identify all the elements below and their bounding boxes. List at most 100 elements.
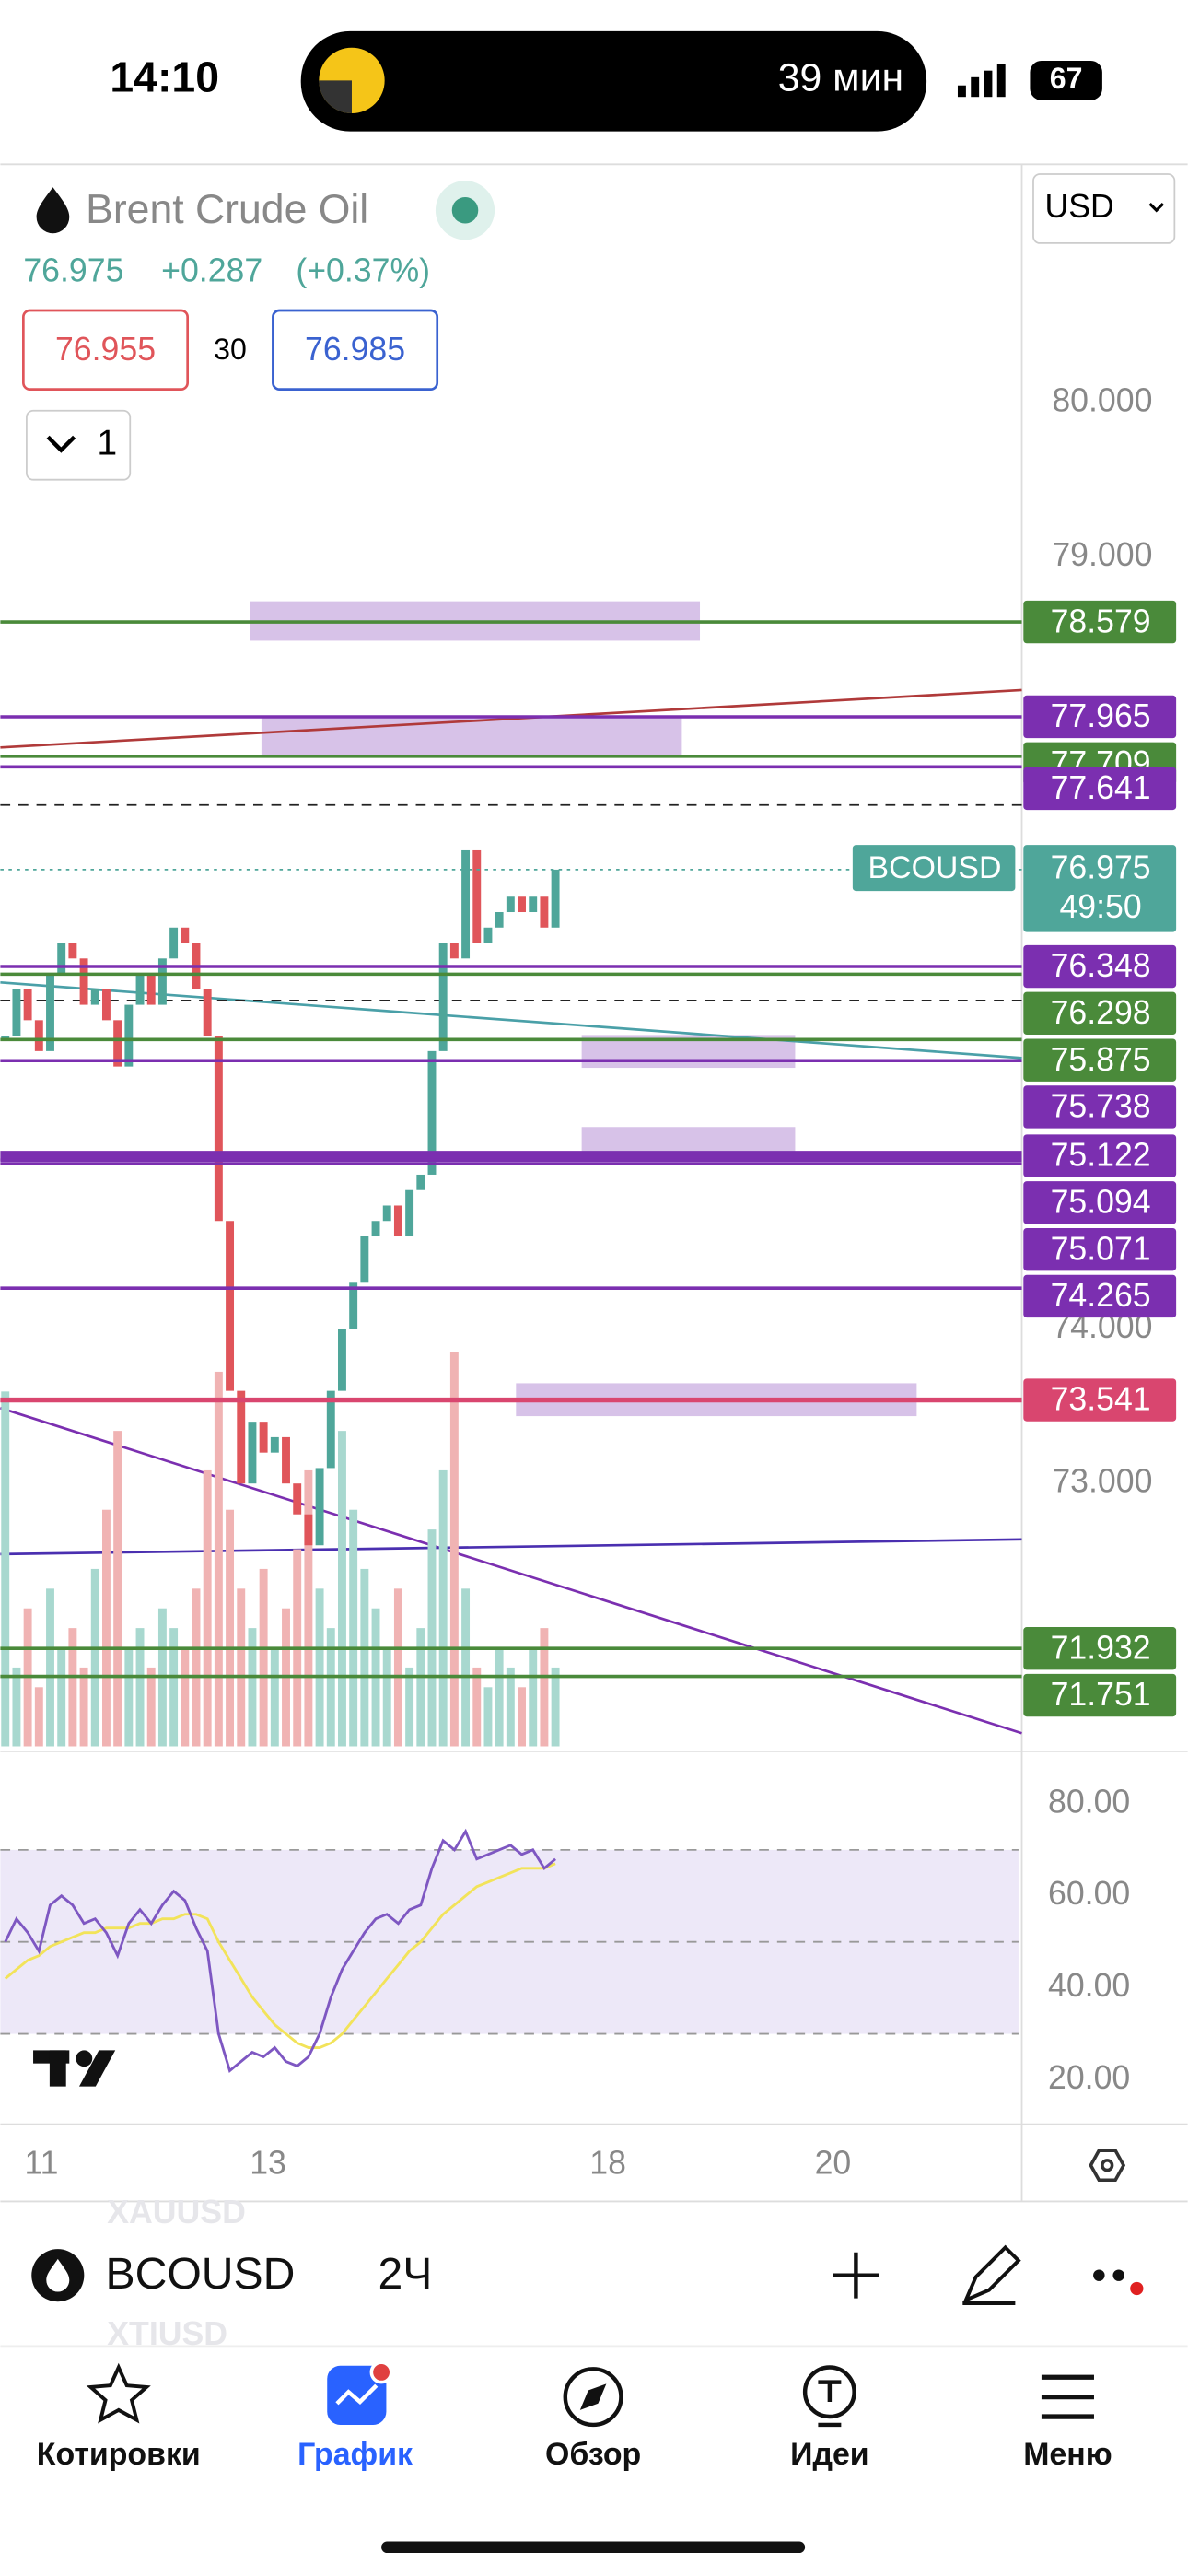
symbol-name[interactable]: Brent Crude Oil	[86, 187, 368, 232]
volume-bar	[483, 1687, 493, 1747]
level-label-box	[1023, 1038, 1177, 1082]
volume-bar	[438, 1469, 448, 1747]
level-label: 75.122	[1051, 1137, 1151, 1174]
last-price-label: 76.975	[1051, 849, 1151, 885]
nav-label[interactable]: Обзор	[545, 2437, 641, 2472]
ideas-icon[interactable]	[802, 2365, 856, 2419]
nav-label[interactable]: График	[297, 2437, 413, 2472]
level-label: 76.298	[1051, 994, 1151, 1031]
explore-icon[interactable]	[563, 2367, 623, 2428]
chart-icon[interactable]	[327, 2365, 387, 2425]
candle	[495, 912, 504, 928]
toolbar-symbol[interactable]: BCOUSD	[106, 2249, 296, 2299]
volume-bar	[382, 1647, 391, 1747]
quotes-icon[interactable]	[86, 2362, 151, 2424]
candle	[46, 974, 54, 1051]
x-tick-label: 18	[589, 2145, 626, 2182]
volume-bar	[270, 1647, 279, 1747]
candle	[349, 1282, 358, 1329]
signal-icon	[957, 64, 1006, 98]
y-tick-label: 73.000	[1052, 1463, 1152, 1500]
indicators-toggle[interactable]	[26, 409, 132, 481]
candle	[214, 1036, 223, 1222]
level-label-box	[1023, 695, 1177, 739]
volume-bar	[34, 1687, 43, 1747]
chart-icon-line	[335, 2383, 379, 2406]
level-label-box	[1023, 1274, 1177, 1318]
more-button[interactable]	[1093, 2269, 1144, 2296]
settings-button[interactable]	[1089, 2149, 1126, 2183]
home-indicator	[381, 2541, 806, 2554]
candle	[248, 1422, 257, 1484]
volume-bar	[315, 1588, 324, 1747]
candle	[101, 989, 111, 1021]
volume-bar	[68, 1628, 77, 1747]
volume-bar	[90, 1568, 99, 1747]
bid-price: 76.955	[55, 331, 156, 368]
candle	[551, 869, 560, 928]
volume-bar	[12, 1667, 21, 1747]
volume-bar	[237, 1588, 246, 1747]
level-label-box	[1023, 1134, 1177, 1177]
level-label-box	[1023, 767, 1177, 811]
volume-bar	[214, 1371, 223, 1747]
volume-bar	[226, 1509, 235, 1747]
level-label: 78.579	[1051, 603, 1151, 639]
candle	[449, 943, 459, 959]
volume-bar	[349, 1509, 358, 1747]
level-label: 73.541	[1051, 1381, 1151, 1418]
volume-bar	[338, 1431, 346, 1747]
trend-line	[0, 688, 1022, 749]
rsi-tick-label: 20.00	[1048, 2059, 1130, 2096]
draw-button[interactable]	[962, 2244, 1021, 2305]
compass-needle	[579, 2383, 607, 2410]
candle	[237, 1390, 246, 1484]
market-status-dot	[451, 196, 479, 224]
volume-bar	[57, 1647, 66, 1747]
candle	[169, 927, 179, 959]
level-label: 74.265	[1051, 1277, 1151, 1314]
price-change: +0.287	[161, 252, 262, 288]
level-label-box	[1023, 1181, 1177, 1224]
rsi-ma-line	[4, 1862, 556, 2049]
trend-line	[0, 980, 1022, 1060]
symbol-tag-text: BCOUSD	[868, 850, 1002, 885]
candle	[461, 849, 471, 959]
buy-button[interactable]	[272, 309, 439, 391]
y-tick-label: 80.000	[1052, 381, 1152, 418]
nav-label[interactable]: Меню	[1023, 2437, 1112, 2472]
x-tick-label: 11	[24, 2145, 58, 2182]
level-label-box	[1023, 944, 1177, 989]
volume-bar	[393, 1588, 402, 1747]
ghost-symbol: XAUUSD	[107, 2194, 246, 2231]
candle	[506, 896, 515, 913]
level-label-box	[1023, 1673, 1177, 1717]
candle	[135, 974, 145, 1005]
rsi-tick-label: 80.00	[1048, 1783, 1130, 1820]
indicators-count: 1	[97, 423, 117, 463]
level-label-box	[1023, 1227, 1177, 1271]
volume-bar	[461, 1588, 471, 1747]
candle	[282, 1436, 290, 1484]
volume-bar	[124, 1647, 134, 1747]
candle	[427, 1050, 437, 1175]
rsi-values-line	[4, 1828, 557, 2073]
level-label: 77.641	[1051, 769, 1151, 806]
currency-select[interactable]	[1032, 173, 1176, 244]
nav-label[interactable]: Котировки	[37, 2437, 201, 2472]
nav: Котировки График Обзор Идеи Меню	[37, 2437, 1112, 2472]
menu-icon[interactable]	[1041, 2374, 1094, 2419]
sell-button[interactable]	[22, 309, 190, 391]
volume-bar	[360, 1568, 369, 1747]
candle	[12, 989, 21, 1036]
level-label-box	[1023, 1627, 1177, 1670]
dynamic-island[interactable]	[300, 30, 927, 132]
price-change-pct: (+0.37%)	[296, 252, 430, 288]
nav-label[interactable]: Идеи	[790, 2437, 869, 2472]
level-label: 75.875	[1051, 1041, 1151, 1078]
candle	[23, 989, 32, 1021]
toolbar-interval[interactable]: 2Ч	[379, 2249, 433, 2299]
candle	[181, 927, 190, 943]
add-button[interactable]	[833, 2252, 879, 2299]
